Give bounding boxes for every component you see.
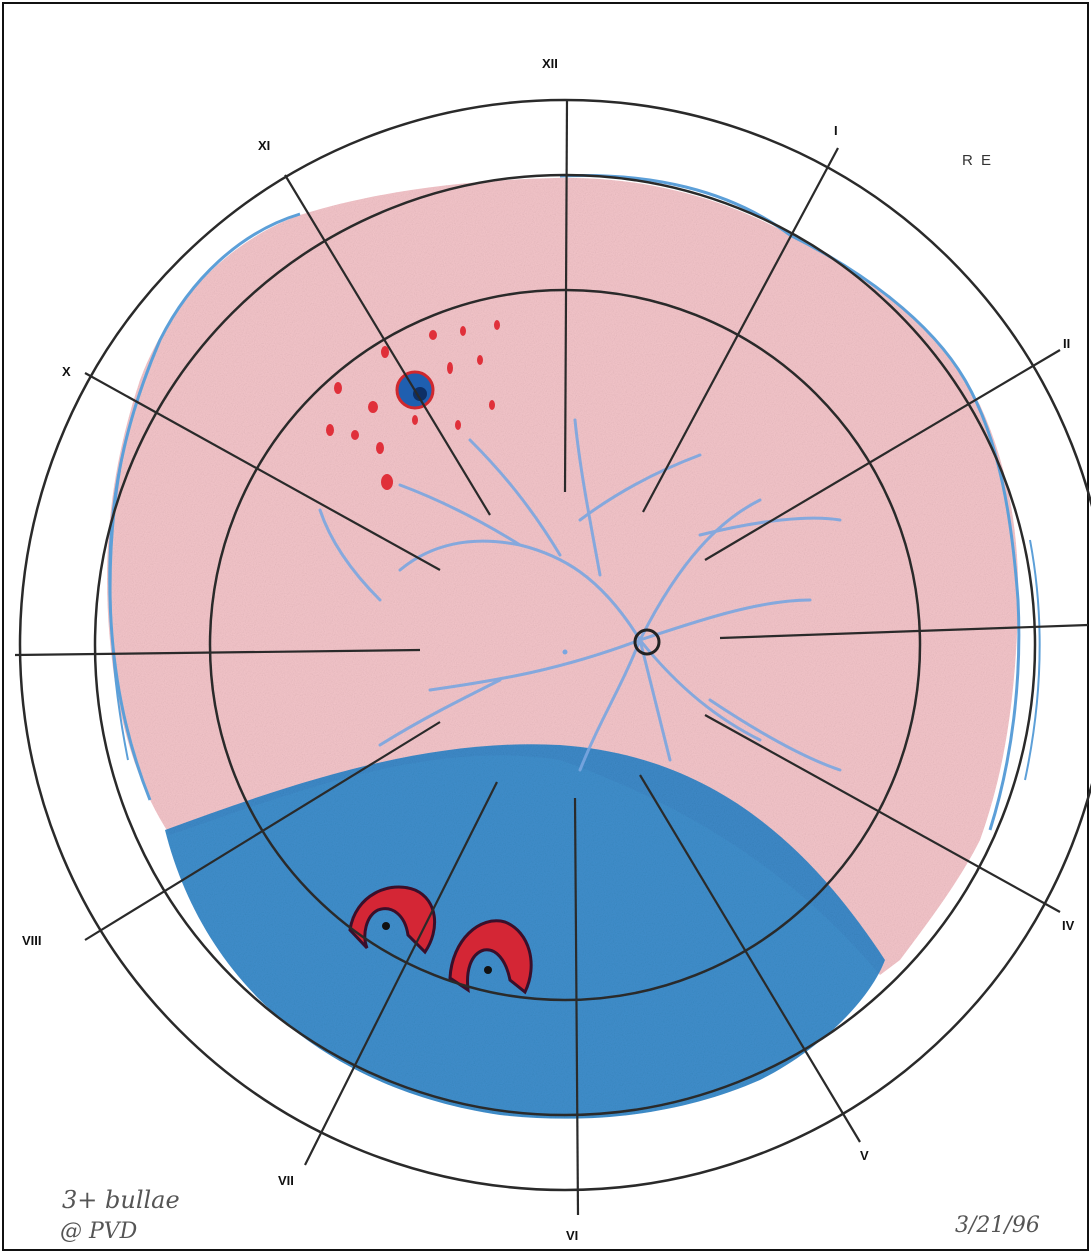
clock-label-ii: II [1063, 336, 1070, 351]
optic-disc [633, 628, 661, 656]
clock-label-x: X [62, 364, 71, 379]
eye-label: R E [962, 152, 993, 169]
retinal-vessels [318, 418, 842, 772]
retinal-detachment-area [165, 744, 885, 1119]
clock-label-vii: VII [278, 1173, 294, 1188]
outer-ring [18, 98, 1091, 1192]
clock-label-xi: XI [258, 138, 270, 153]
horseshoe-tear-left [348, 885, 437, 955]
clock-label-vi: VI [566, 1228, 578, 1243]
ora-ring [93, 173, 1037, 1117]
horseshoe-tear-right [448, 919, 533, 995]
clock-label-v: V [860, 1148, 869, 1163]
note-date: 3/21/96 [955, 1213, 1040, 1238]
clock-label-iv: IV [1062, 918, 1075, 933]
clock-label-xii: XII [542, 56, 558, 71]
fovea [562, 649, 568, 655]
note-line-1: 3+ bullae [62, 1186, 180, 1214]
clock-label-viii: VIII [22, 933, 42, 948]
clock-meridians [14, 99, 1089, 1216]
clock-label-i: I [834, 123, 838, 138]
hemorrhage-dots [326, 320, 500, 490]
chart-grid-circles [18, 98, 1091, 1192]
note-line-2: @ PVD [60, 1219, 138, 1244]
